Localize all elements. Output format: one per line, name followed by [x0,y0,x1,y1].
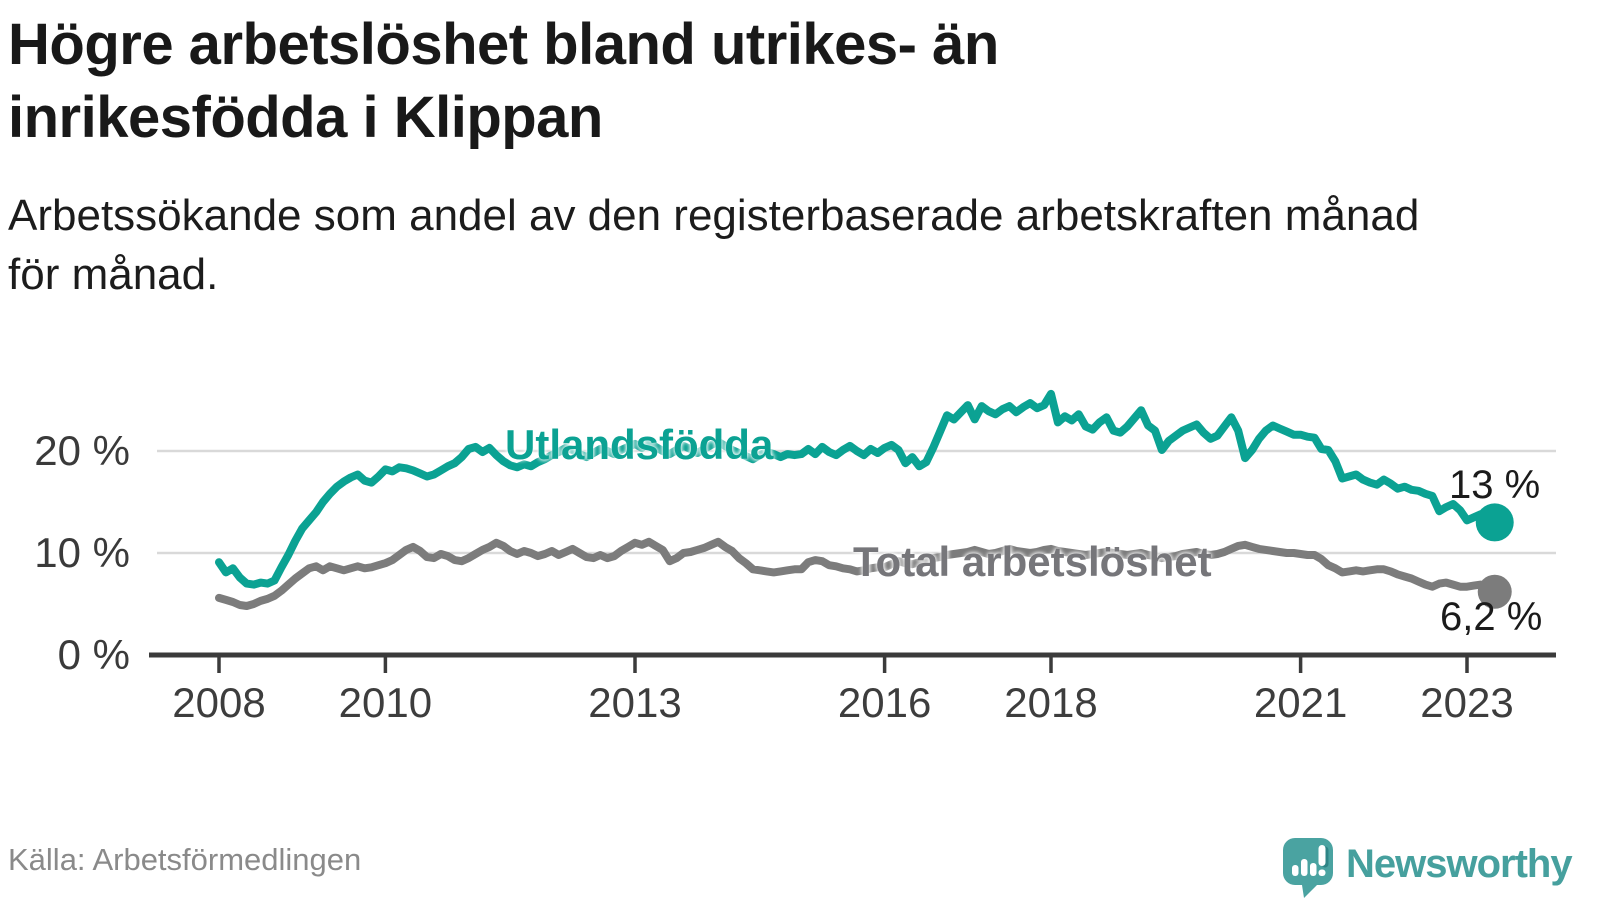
newsworthy-logo-icon [1283,838,1333,898]
y-tick-label: 10 % [34,529,130,576]
series-end-dot-0 [1475,503,1514,542]
series-line-1 [215,537,1499,610]
exclamation-dot-icon [1318,869,1326,876]
chart-title-line1: Högre arbetslöshet bland utrikes- än [8,12,999,77]
bar-icon-3 [1310,863,1317,876]
end-value-label-utlandsfodda: 13 % [1449,463,1541,507]
x-tick-label: 2021 [1253,679,1348,726]
bar-icon-1 [1292,865,1299,876]
y-tick-label: 0 % [57,631,130,678]
series-label-total-arbetsloshet: Total arbetslöshet [853,538,1212,585]
bar-icon-2 [1301,859,1308,876]
chart-subtitle-line1: Arbetssökande som andel av den registerb… [8,191,1420,240]
chart-title-line2: inrikesfödda i Klippan [8,85,603,150]
series-label-utlandsfodda: Utlandsfödda [505,421,774,468]
source-attribution: Källa: Arbetsförmedlingen [8,842,362,877]
x-tick-label: 2013 [588,679,682,726]
x-tick-label: 2023 [1420,679,1514,726]
chart-subtitle-line2: för månad. [8,250,219,299]
exclamation-bar-icon [1318,845,1326,866]
newsworthy-logo: Newsworthy [1283,838,1593,900]
newsworthy-wordmark: Newsworthy [1346,842,1573,886]
x-tick-label: 2018 [1004,679,1098,726]
y-tick-label: 20 % [34,427,130,474]
series-line-0 [215,389,1499,589]
x-tick-label: 2008 [172,679,266,726]
x-tick-label: 2010 [338,679,433,726]
chart-title: Högre arbetslöshet bland utrikes- än inr… [8,8,1408,154]
series-end-dot-1 [1477,574,1512,609]
chart-subtitle: Arbetssökande som andel av den registerb… [8,186,1568,304]
x-tick-label: 2016 [837,679,932,726]
end-value-label-total: 6,2 % [1440,595,1543,639]
